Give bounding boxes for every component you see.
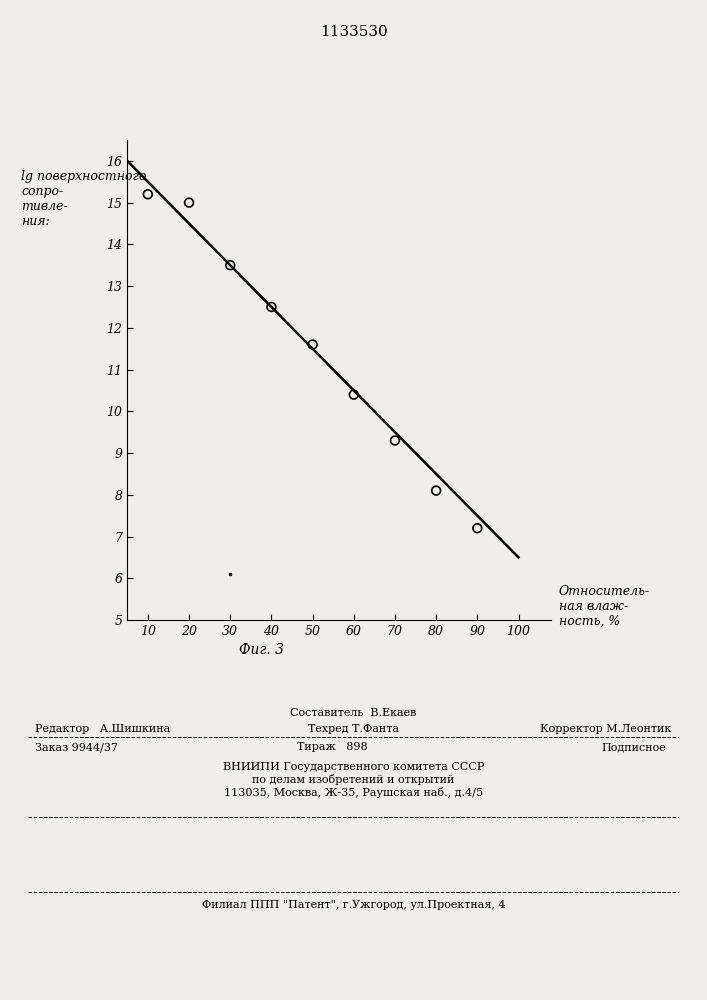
Point [431, 483, 442, 499]
Text: Филиал ППП "Патент", г.Ужгород, ул.Проектная, 4: Филиал ППП "Патент", г.Ужгород, ул.Проек… [201, 900, 506, 910]
Text: ВНИИПИ Государственного комитета СССР
по делам изобретений и открытий
113035, Мо: ВНИИПИ Государственного комитета СССР по… [223, 762, 484, 798]
Point [390, 433, 401, 449]
Point [472, 520, 483, 536]
Text: Заказ 9944/37: Заказ 9944/37 [35, 742, 118, 752]
Point [266, 299, 277, 315]
Text: Корректор М.Леонтик: Корректор М.Леонтик [540, 724, 672, 734]
Text: 1133530: 1133530 [320, 25, 387, 39]
Text: Тираж   898: Тираж 898 [297, 742, 368, 752]
Point [307, 337, 318, 353]
Point [142, 186, 153, 202]
Text: Фиг. 3: Фиг. 3 [239, 643, 284, 657]
Text: Подписное: Подписное [601, 742, 666, 752]
Text: Редактор   А.Шишкина: Редактор А.Шишкина [35, 724, 170, 734]
Text: lg поверхностного
сопро-
тивле-
ния:: lg поверхностного сопро- тивле- ния: [21, 170, 146, 228]
Point [225, 257, 236, 273]
Text: Составитель  В.Екаев: Составитель В.Екаев [291, 708, 416, 718]
Text: Относитель-
ная влаж-
ность, %: Относитель- ная влаж- ность, % [559, 585, 650, 628]
Point [348, 387, 359, 403]
Text: Техред Т.Фанта: Техред Т.Фанта [308, 724, 399, 734]
Point [183, 195, 194, 211]
